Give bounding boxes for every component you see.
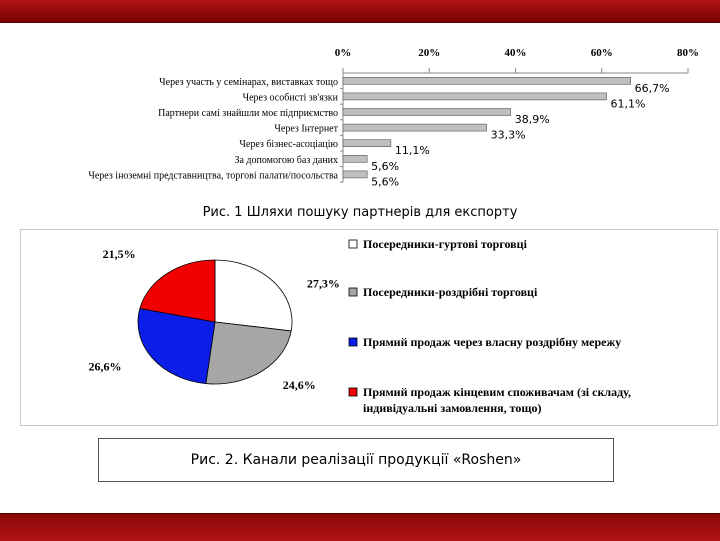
bar-category-label: Через Інтернет [274,124,338,135]
bar [342,139,392,147]
figure-2-caption: Рис. 2. Канали реалізації продукції «Ros… [98,438,614,482]
bar [342,76,631,85]
bar-x-tick-label: 0% [335,47,352,59]
pie-slice-label: 27,3% [307,277,340,291]
bar [342,92,607,101]
bar-category-label: За допомогою баз даних [234,155,338,166]
bar-value-label: 33,3% [491,129,526,142]
bar [342,123,487,132]
pie-slice-label: 24,6% [283,378,316,392]
figure-2-caption-text: Рис. 2. Канали реалізації продукції «Ros… [190,452,522,468]
bar-value-label: 38,9% [515,113,550,126]
bar-x-tick-label: 80% [677,47,699,59]
pie-slice-label: 21,5% [103,247,136,261]
bar-x-tick-label: 20% [418,47,440,59]
pie-slice [205,321,292,385]
bar-category-label: Через особисті зв'язки [243,92,339,103]
figure-1-caption: Рис. 1 Шляхи пошуку партнерів для експор… [202,205,518,220]
bar [342,108,512,116]
sales-channels-panel: 27,3% 24,6% 26,6% 21,5% Посередники-гуртові … [20,229,718,426]
legend-swatch [348,337,358,347]
legend-swatch [348,387,358,397]
legend-label: Посередники-роздрібні торговці [363,285,538,299]
top-decorative-bar [0,0,720,23]
legend-label: Посередники-гуртові торговці [363,237,528,251]
pie-slice [139,259,216,323]
pie-slice [137,308,216,384]
bar-category-label: Партнери самі знайшли моє підприємство [158,108,338,119]
bar-category-label: Через участь у семінарах, виставках тощо [159,77,338,88]
legend-label: Прямий продаж через власну роздрібну мер… [363,335,621,349]
bar-value-label: 5,6% [371,175,399,188]
bar-value-label: 61,1% [610,97,645,110]
bar-value-label: 11,1% [395,144,430,157]
legend-swatch [348,239,358,249]
bar-x-tick-label: 60% [591,47,613,59]
bar-category-label: Через бізнес-асоціацію [239,139,338,150]
bar-chart-svg: 0% 20% 40% 60% 80% Через участь у семінарах, … [88,47,699,188]
pie-slice [214,259,293,332]
legend-label: Прямий продаж кінцевим споживачам (зі ск… [363,385,631,399]
pie-chart-svg: 27,3% 24,6% 26,6% 21,5% Посередники-гуртові … [88,237,631,415]
bar [342,170,368,179]
legend-label: індивідуальні замовлення, тощо) [363,401,542,415]
bar-value-label: 5,6% [371,160,399,173]
export-partners-chart: 0% 20% 40% 60% 80% Через участь у семінарах, … [0,40,720,200]
bottom-decorative-bar [0,513,720,541]
bar-value-label: 66,7% [635,82,670,95]
pie-slice-label: 26,6% [88,360,121,374]
bar-x-tick-label: 40% [505,47,527,59]
legend-swatch [348,287,358,297]
bar-category-label: Через іноземні представництва, торгові п… [88,170,338,181]
bar [342,155,368,163]
